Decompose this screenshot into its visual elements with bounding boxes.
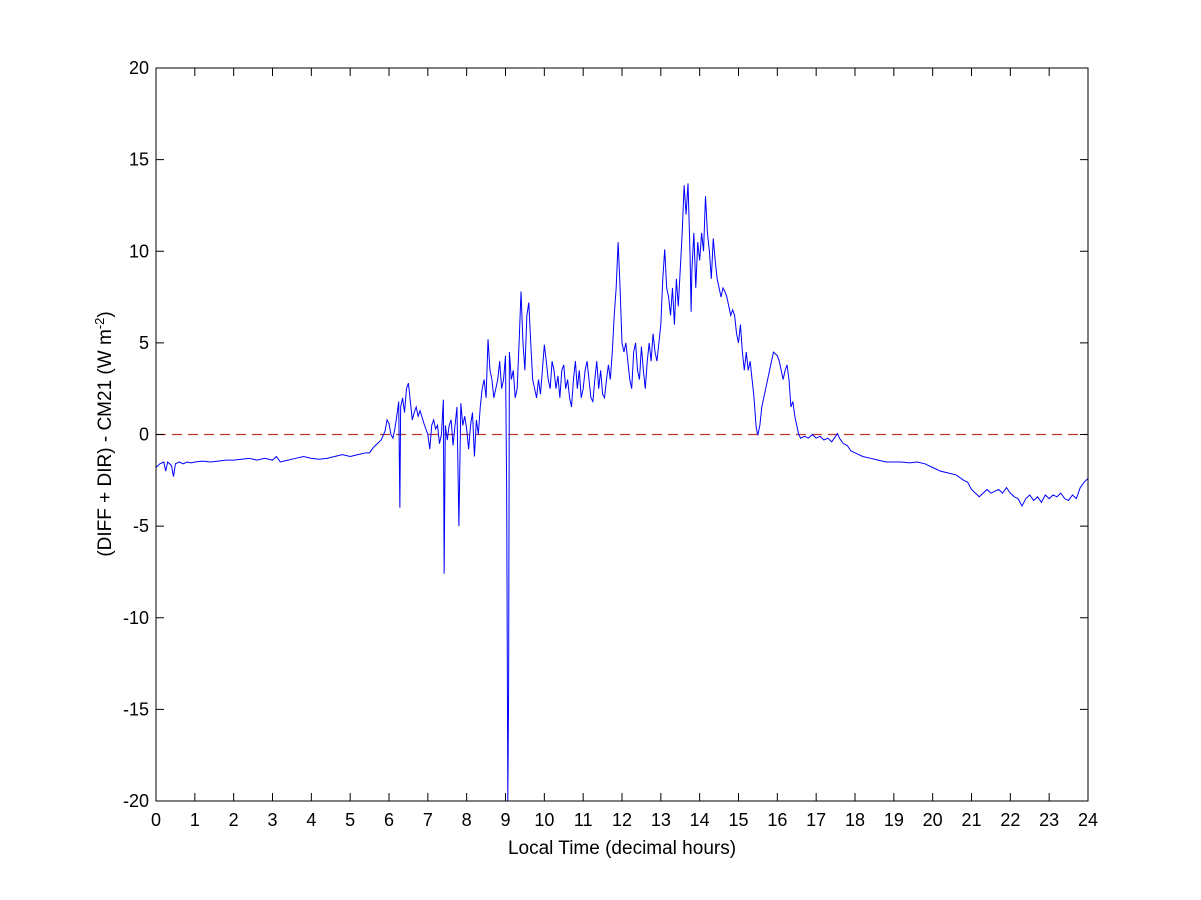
x-tick-label: 16 xyxy=(767,810,787,830)
y-tick-label: -5 xyxy=(133,516,149,536)
y-tick-label: -20 xyxy=(123,791,149,811)
x-tick-label: 0 xyxy=(151,810,161,830)
x-tick-label: 13 xyxy=(651,810,671,830)
data-series-line xyxy=(155,183,1089,802)
y-tick-label: 15 xyxy=(129,150,149,170)
x-tick-label: 1 xyxy=(190,810,200,830)
x-tick-label: 20 xyxy=(923,810,943,830)
y-axis-label: (DIFF + DIR) - CM21 (W m-2) xyxy=(92,311,117,556)
y-tick-label: -15 xyxy=(123,699,149,719)
x-tick-label: 14 xyxy=(690,810,710,830)
y-tick-label: 0 xyxy=(139,425,149,445)
x-tick-label: 17 xyxy=(806,810,826,830)
y-tick-label: 5 xyxy=(139,333,149,353)
x-tick-label: 12 xyxy=(612,810,632,830)
y-tick-label: 10 xyxy=(129,241,149,261)
x-tick-label: 5 xyxy=(345,810,355,830)
x-tick-label: 6 xyxy=(384,810,394,830)
x-tick-label: 3 xyxy=(267,810,277,830)
x-tick-label: 7 xyxy=(423,810,433,830)
y-axis-label-superscript: -2 xyxy=(92,318,107,330)
x-tick-label: 23 xyxy=(1039,810,1059,830)
y-tick-label: 20 xyxy=(129,58,149,78)
x-tick-label: 15 xyxy=(728,810,748,830)
x-tick-label: 24 xyxy=(1078,810,1098,830)
x-tick-label: 18 xyxy=(845,810,865,830)
y-axis-label-suffix: ) xyxy=(95,311,116,317)
x-axis-label: Local Time (decimal hours) xyxy=(508,838,736,859)
x-tick-label: 9 xyxy=(500,810,510,830)
x-tick-label: 2 xyxy=(229,810,239,830)
y-tick-label: -10 xyxy=(123,608,149,628)
y-axis-label-main: (DIFF + DIR) - CM21 (W m xyxy=(95,329,116,556)
x-axis-ticks: 0 1 2 3 4 5 6 7 8 9 10 11 12 13 14 15 16 17 18 19 20 21 22 23 24 xyxy=(151,68,1098,830)
x-tick-label: 4 xyxy=(306,810,316,830)
x-tick-label: 8 xyxy=(462,810,472,830)
x-tick-label: 21 xyxy=(961,810,981,830)
x-tick-label: 19 xyxy=(884,810,904,830)
x-tick-label: 22 xyxy=(1000,810,1020,830)
y-axis-ticks: -20 -15 -10 -5 0 5 10 15 20 xyxy=(123,58,1088,811)
x-tick-label: 11 xyxy=(574,810,593,830)
x-tick-label: 10 xyxy=(534,810,554,830)
